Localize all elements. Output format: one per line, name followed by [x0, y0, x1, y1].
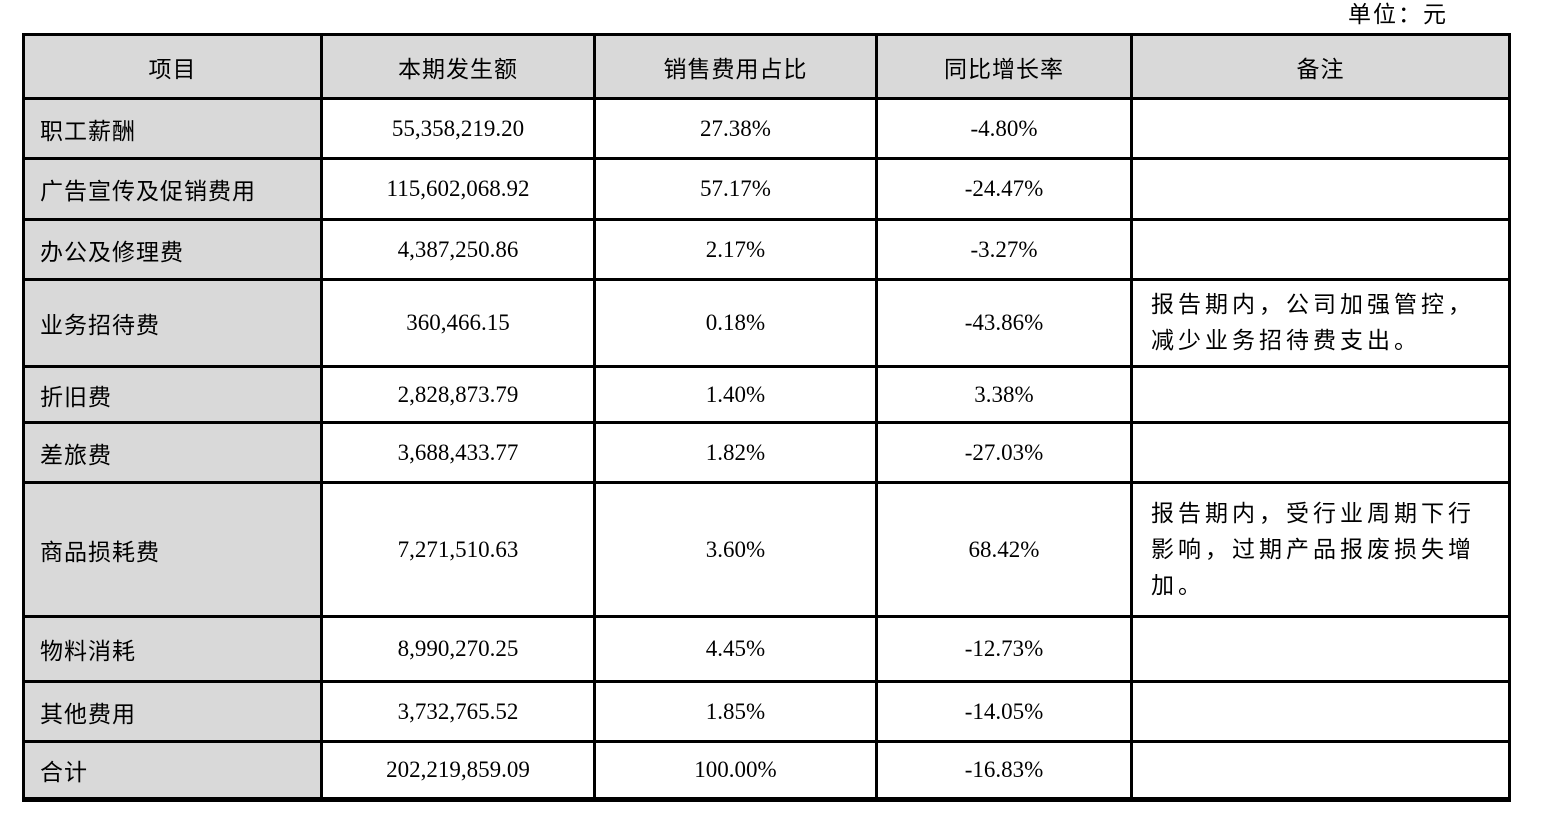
ratio-cell: 1.40% — [593, 365, 878, 424]
header-note: 备注 — [1130, 33, 1511, 100]
expense-breakdown-table: 项目 本期发生额 销售费用占比 同比增长率 备注 职工薪酬 55,358,219… — [22, 33, 1511, 802]
header-row: 项目 本期发生额 销售费用占比 同比增长率 备注 — [22, 33, 1511, 100]
amount-cell: 2,828,873.79 — [320, 365, 596, 424]
table-row: 合计 202,219,859.09 100.00% -16.83% — [22, 740, 1511, 801]
amount-cell: 7,271,510.63 — [320, 481, 596, 618]
note-cell — [1130, 615, 1511, 683]
header-amount: 本期发生额 — [320, 33, 596, 100]
ratio-cell: 4.45% — [593, 615, 878, 683]
table-row: 其他费用 3,732,765.52 1.85% -14.05% — [22, 680, 1511, 743]
amount-cell: 55,358,219.20 — [320, 97, 596, 160]
item-cell: 办公及修理费 — [22, 218, 323, 281]
note-cell — [1130, 421, 1511, 484]
item-cell: 合计 — [22, 740, 323, 801]
table-body: 职工薪酬 55,358,219.20 27.38% -4.80% 广告宣传及促销… — [22, 97, 1511, 801]
yoy-cell: -12.73% — [875, 615, 1133, 683]
yoy-cell: -16.83% — [875, 740, 1133, 801]
ratio-cell: 57.17% — [593, 157, 878, 221]
amount-cell: 8,990,270.25 — [320, 615, 596, 683]
note-cell — [1130, 740, 1511, 801]
yoy-cell: -14.05% — [875, 680, 1133, 743]
yoy-cell: -3.27% — [875, 218, 1133, 281]
amount-cell: 4,387,250.86 — [320, 218, 596, 281]
unit-label: 单位：元 — [1348, 2, 1448, 27]
yoy-cell: -4.80% — [875, 97, 1133, 160]
table-row: 差旅费 3,688,433.77 1.82% -27.03% — [22, 421, 1511, 484]
table-row: 折旧费 2,828,873.79 1.40% 3.38% — [22, 365, 1511, 424]
yoy-cell: 68.42% — [875, 481, 1133, 618]
table-row: 职工薪酬 55,358,219.20 27.38% -4.80% — [22, 97, 1511, 160]
note-cell — [1130, 97, 1511, 160]
header-item: 项目 — [22, 33, 323, 100]
table-row: 办公及修理费 4,387,250.86 2.17% -3.27% — [22, 218, 1511, 281]
item-cell: 折旧费 — [22, 365, 323, 424]
note-cell — [1130, 157, 1511, 221]
header-yoy: 同比增长率 — [875, 33, 1133, 100]
table-row: 物料消耗 8,990,270.25 4.45% -12.73% — [22, 615, 1511, 683]
ratio-cell: 1.85% — [593, 680, 878, 743]
item-cell: 广告宣传及促销费用 — [22, 157, 323, 221]
ratio-cell: 3.60% — [593, 481, 878, 618]
amount-cell: 360,466.15 — [320, 278, 596, 368]
ratio-cell: 100.00% — [593, 740, 878, 801]
ratio-cell: 2.17% — [593, 218, 878, 281]
table-row: 商品损耗费 7,271,510.63 3.60% 68.42% 报告期内，受行业… — [22, 481, 1511, 618]
amount-cell: 202,219,859.09 — [320, 740, 596, 801]
yoy-cell: -43.86% — [875, 278, 1133, 368]
header-ratio: 销售费用占比 — [593, 33, 878, 100]
item-cell: 其他费用 — [22, 680, 323, 743]
amount-cell: 3,732,765.52 — [320, 680, 596, 743]
table-row: 广告宣传及促销费用 115,602,068.92 57.17% -24.47% — [22, 157, 1511, 221]
ratio-cell: 1.82% — [593, 421, 878, 484]
note-cell: 报告期内，公司加强管控，减少业务招待费支出。 — [1130, 278, 1511, 368]
item-cell: 物料消耗 — [22, 615, 323, 683]
item-cell: 商品损耗费 — [22, 481, 323, 618]
table-row: 业务招待费 360,466.15 0.18% -43.86% 报告期内，公司加强… — [22, 278, 1511, 368]
item-cell: 职工薪酬 — [22, 97, 323, 160]
note-cell: 报告期内，受行业周期下行影响，过期产品报废损失增加。 — [1130, 481, 1511, 618]
note-cell — [1130, 680, 1511, 743]
yoy-cell: 3.38% — [875, 365, 1133, 424]
note-cell — [1130, 365, 1511, 424]
note-cell — [1130, 218, 1511, 281]
ratio-cell: 0.18% — [593, 278, 878, 368]
item-cell: 差旅费 — [22, 421, 323, 484]
ratio-cell: 27.38% — [593, 97, 878, 160]
yoy-cell: -27.03% — [875, 421, 1133, 484]
amount-cell: 115,602,068.92 — [320, 157, 596, 221]
amount-cell: 3,688,433.77 — [320, 421, 596, 484]
item-cell: 业务招待费 — [22, 278, 323, 368]
yoy-cell: -24.47% — [875, 157, 1133, 221]
